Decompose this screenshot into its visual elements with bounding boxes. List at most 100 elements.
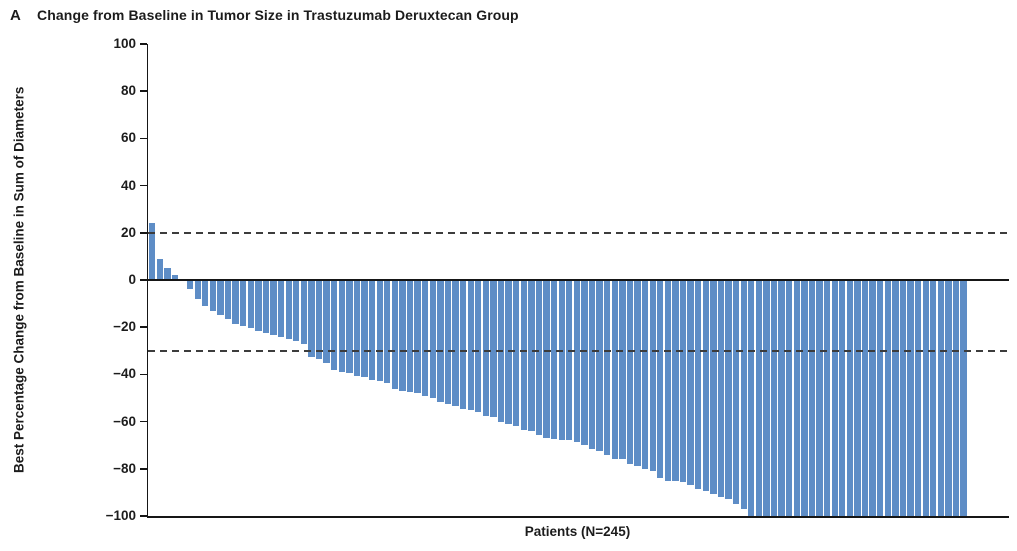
bar — [732, 280, 740, 505]
bar — [937, 280, 945, 516]
bar — [475, 280, 482, 413]
bar — [641, 280, 649, 469]
y-tick-label: −80 — [113, 460, 136, 476]
bar — [861, 280, 869, 516]
bar — [270, 280, 277, 336]
bar — [816, 280, 823, 516]
bar — [520, 280, 527, 430]
bar — [907, 280, 914, 516]
bar — [740, 280, 747, 509]
bar — [770, 280, 778, 516]
bar — [619, 280, 626, 460]
bar — [528, 280, 535, 432]
bar — [346, 280, 353, 374]
bar — [543, 280, 550, 439]
y-tick-mark — [140, 468, 147, 470]
bar — [156, 258, 163, 280]
bar — [217, 280, 224, 316]
bar — [323, 280, 330, 363]
bar — [786, 280, 793, 516]
y-tick-label: −60 — [113, 413, 136, 429]
bar — [960, 280, 967, 516]
bar — [710, 280, 717, 494]
bar — [588, 280, 596, 449]
y-tick-mark — [140, 326, 147, 328]
bar — [247, 280, 254, 329]
bar — [482, 280, 490, 416]
bar — [566, 280, 573, 441]
bar — [240, 280, 247, 327]
y-tick-label: 40 — [120, 177, 136, 193]
bar — [171, 275, 179, 280]
bar — [452, 280, 459, 407]
bar — [505, 280, 512, 424]
bar — [573, 280, 581, 442]
bar — [626, 280, 634, 465]
bar — [376, 280, 383, 382]
bar — [399, 280, 406, 391]
plot-area: 100 80 60 40 20 0 −20 −40 −60 −80 −100 — [106, 36, 1009, 523]
bar — [300, 280, 308, 344]
bar — [634, 280, 641, 467]
bar — [194, 280, 201, 299]
bar — [657, 280, 664, 479]
bar — [672, 280, 679, 481]
bar — [687, 280, 694, 486]
bar — [664, 280, 672, 481]
y-tick-mark — [140, 90, 147, 92]
bar — [535, 280, 543, 435]
bar — [422, 280, 429, 396]
y-tick-mark — [140, 137, 147, 140]
bar — [778, 280, 785, 516]
bar — [899, 280, 907, 516]
bar — [149, 223, 156, 280]
bar — [361, 280, 368, 377]
bar — [952, 280, 960, 516]
zero-line — [148, 279, 1009, 281]
y-tick-mark — [140, 420, 147, 423]
bar — [755, 280, 763, 516]
bar — [808, 280, 816, 516]
y-tick-mark — [140, 279, 147, 281]
bar — [846, 280, 854, 516]
bar — [262, 280, 270, 334]
y-tick-label: 80 — [120, 83, 136, 99]
bar — [611, 280, 618, 460]
bar — [444, 280, 452, 404]
bar — [823, 280, 831, 516]
bar — [702, 280, 709, 492]
reference-line-plus20 — [148, 231, 1007, 234]
bar — [353, 280, 361, 376]
y-tick-label: 20 — [120, 224, 136, 240]
bar — [308, 280, 315, 357]
y-axis-label: Best Percentage Change from Baseline in … — [11, 86, 27, 474]
y-tick-label: 100 — [113, 36, 136, 51]
bar — [930, 280, 937, 516]
bar — [922, 280, 929, 516]
figure-title-text: Change from Baseline in Tumor Size in Tr… — [37, 7, 519, 23]
bar — [801, 280, 808, 516]
bar — [596, 280, 603, 452]
bar — [884, 280, 891, 516]
bar — [414, 280, 421, 394]
bar — [164, 268, 171, 280]
bar — [725, 280, 732, 500]
bar — [550, 280, 558, 440]
bar — [459, 280, 467, 409]
bar — [854, 280, 861, 516]
bar — [869, 280, 876, 516]
reference-line-minus30 — [148, 349, 1007, 352]
bar — [406, 280, 414, 393]
bar — [368, 280, 376, 381]
bar — [558, 280, 565, 441]
bar — [209, 280, 217, 311]
bar — [695, 280, 702, 489]
x-axis-label: Patients (N=245) — [524, 524, 631, 539]
bar — [877, 280, 884, 516]
bar — [338, 280, 345, 373]
bar — [831, 280, 838, 516]
y-tick-mark — [140, 373, 147, 376]
bar — [490, 280, 497, 417]
bar — [717, 280, 725, 498]
